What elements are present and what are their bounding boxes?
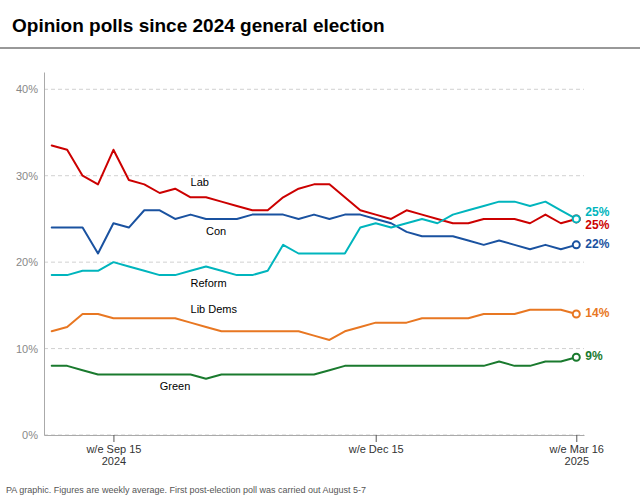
title-rule bbox=[0, 48, 640, 49]
series-line bbox=[52, 310, 577, 340]
y-tick-label: 20% bbox=[16, 256, 38, 268]
grid bbox=[44, 89, 584, 435]
x-tick-mark bbox=[376, 435, 377, 442]
x-tick-mark bbox=[113, 435, 114, 442]
y-tick: 30% bbox=[16, 170, 44, 182]
grid-line bbox=[44, 89, 584, 90]
x-tick-label: w/e Dec 15 bbox=[348, 443, 404, 455]
series-line bbox=[52, 145, 577, 223]
x-tick-label: w/e Sep 152024 bbox=[85, 443, 141, 468]
grid-line bbox=[44, 175, 584, 176]
grid-line bbox=[44, 262, 584, 263]
marks bbox=[52, 145, 580, 378]
y-tick-label: 40% bbox=[16, 83, 38, 95]
y-axis-line bbox=[44, 73, 45, 436]
end-marker bbox=[573, 241, 580, 248]
value-label: 22% bbox=[585, 237, 609, 251]
series-line bbox=[52, 357, 577, 379]
value-label: 25% bbox=[585, 205, 609, 219]
y-axis: 0% 10% 20% 30% 40% bbox=[16, 73, 45, 442]
grid-line bbox=[44, 435, 584, 436]
value-labels: 25% 22% 25% 14% 9% bbox=[585, 205, 609, 364]
end-marker bbox=[573, 215, 580, 222]
value-label: 14% bbox=[585, 306, 609, 320]
y-tick: 10% bbox=[16, 343, 44, 355]
chart: Opinion polls since 2024 general electio… bbox=[0, 0, 640, 499]
value-label: 9% bbox=[585, 349, 603, 363]
x-axis-line bbox=[45, 435, 585, 436]
grid-line bbox=[44, 348, 584, 349]
series-label: Green bbox=[160, 380, 191, 392]
series-label: Reform bbox=[191, 277, 227, 289]
y-tick: 20% bbox=[16, 256, 44, 268]
subtitle: PA graphic. Figures are weekly average. … bbox=[6, 485, 366, 495]
y-tick-label: 10% bbox=[16, 343, 38, 355]
x-tick: w/e Mar 162025 bbox=[549, 435, 604, 467]
series-label: Lib Dems bbox=[191, 303, 238, 315]
series-label: Con bbox=[206, 225, 226, 237]
series-label: Lab bbox=[191, 176, 209, 188]
end-marker bbox=[573, 311, 580, 318]
x-tick: w/e Dec 15 bbox=[348, 435, 404, 455]
y-tick-label: 0% bbox=[22, 429, 38, 441]
title: Opinion polls since 2024 general electio… bbox=[12, 15, 385, 36]
plot: 0%10%20%30%40%w/e Sep 152024w/e Dec 15w/… bbox=[16, 73, 610, 468]
series-line bbox=[52, 202, 577, 275]
x-tick-mark bbox=[576, 435, 577, 442]
x-tick: w/e Sep 152024 bbox=[85, 435, 141, 467]
x-axis: w/e Sep 152024 w/e Dec 15 w/e Mar 162025 bbox=[45, 435, 604, 467]
y-tick: 40% bbox=[16, 83, 44, 95]
series-labels: Lab Con Reform Lib Dems Green bbox=[160, 176, 238, 392]
end-marker bbox=[573, 354, 580, 361]
x-tick-label: w/e Mar 162025 bbox=[549, 443, 604, 468]
end-marker bbox=[573, 215, 580, 222]
y-tick-label: 30% bbox=[16, 170, 38, 182]
series-line bbox=[52, 210, 577, 253]
value-label: 25% bbox=[585, 218, 609, 232]
y-tick: 0% bbox=[22, 429, 44, 441]
